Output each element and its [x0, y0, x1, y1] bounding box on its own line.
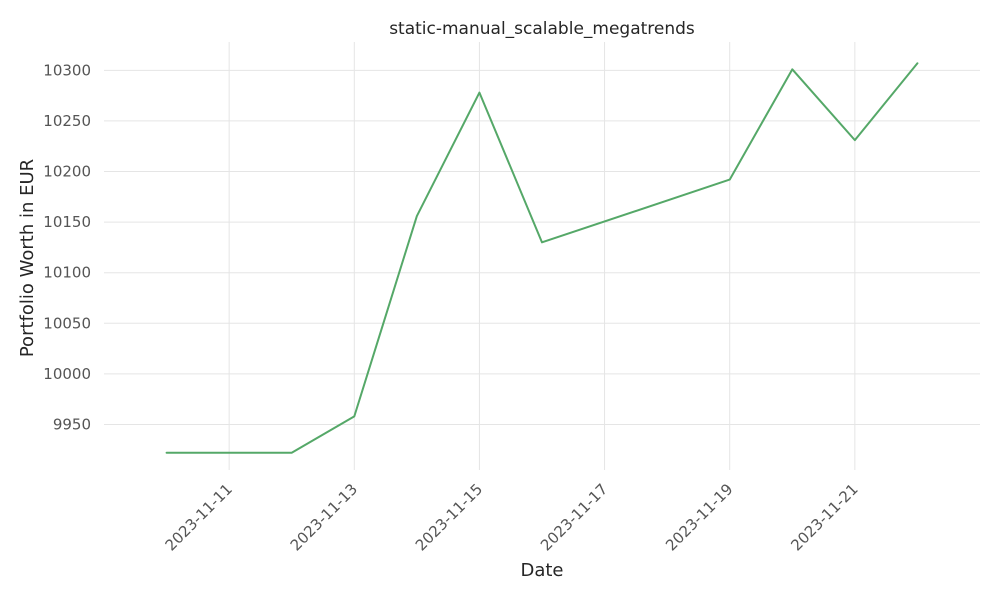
y-tick-label: 10200	[43, 163, 91, 181]
chart-title: static-manual_scalable_megatrends	[389, 19, 695, 39]
grid-layer	[104, 42, 980, 470]
x-tick-label: 2023-11-11	[162, 480, 236, 554]
x-tick-label: 2023-11-13	[287, 480, 361, 554]
y-axis-label: Portfolio Worth in EUR	[17, 159, 38, 357]
y-tick-label: 10050	[43, 314, 91, 332]
data-point	[165, 451, 169, 455]
y-tick-label: 10150	[43, 213, 91, 231]
x-tick-label: 2023-11-19	[662, 480, 736, 554]
tick-layer: 9950 10000 10050 10100 10150 10200 10250 10300 2…	[43, 61, 861, 554]
data-point	[853, 138, 857, 142]
series-line	[165, 62, 919, 454]
data-point	[477, 91, 481, 95]
data-point	[540, 240, 544, 244]
y-tick-label: 10250	[43, 112, 91, 130]
data-point	[915, 61, 919, 65]
y-tick-label: 10300	[43, 61, 91, 79]
data-point	[790, 67, 794, 71]
x-axis-label: Date	[520, 560, 563, 581]
data-point	[728, 178, 732, 182]
data-point	[415, 214, 419, 218]
y-tick-label: 9950	[53, 415, 91, 433]
data-point	[227, 451, 231, 455]
y-tick-label: 10000	[43, 365, 91, 383]
data-point	[352, 414, 356, 418]
x-tick-label: 2023-11-17	[537, 480, 611, 554]
data-point	[290, 451, 294, 455]
x-tick-label: 2023-11-21	[787, 480, 861, 554]
x-tick-label: 2023-11-15	[412, 480, 486, 554]
y-tick-label: 10100	[43, 264, 91, 282]
series-layer	[165, 61, 919, 455]
